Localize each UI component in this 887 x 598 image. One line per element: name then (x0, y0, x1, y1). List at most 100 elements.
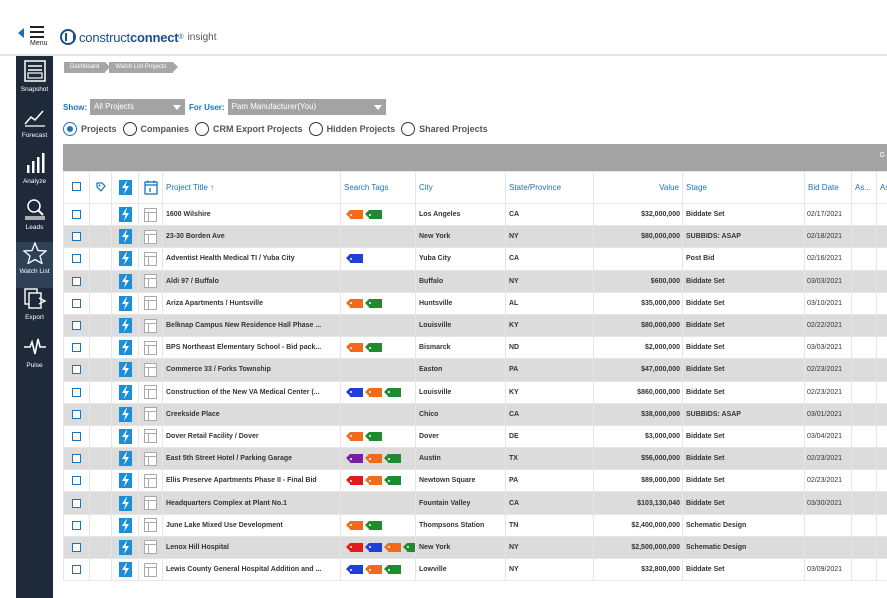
search-tag-icon[interactable] (346, 343, 363, 353)
project-title[interactable]: Commerce 33 / Forks Township (162, 358, 341, 382)
project-title[interactable]: 1600 Wilshire (162, 202, 341, 227)
row-calendar-cell[interactable] (138, 336, 163, 360)
radio-companies[interactable]: Companies (122, 122, 189, 136)
row-select-cell[interactable] (63, 447, 90, 471)
search-tag-icon[interactable] (346, 387, 363, 397)
calendar-icon[interactable] (144, 473, 157, 488)
show-select[interactable]: All Projects (90, 99, 185, 115)
row-lead-cell[interactable] (111, 402, 139, 426)
row-checkbox[interactable] (72, 542, 81, 552)
lead-column-header[interactable] (111, 171, 139, 204)
row-select-cell[interactable] (63, 358, 90, 382)
table-row[interactable]: East 5th Street Hotel / Parking Garage Au… (63, 447, 887, 471)
row-calendar-cell[interactable] (138, 291, 163, 315)
project-title[interactable]: 23-30 Borden Ave (162, 225, 341, 249)
calendar-icon[interactable] (144, 318, 157, 333)
lightning-icon[interactable] (118, 406, 132, 422)
calendar-icon[interactable] (144, 229, 157, 244)
table-row[interactable]: Dover Retail Facility / Dover Dover DE $3,0… (63, 424, 887, 449)
sidebar-item-watch-list[interactable]: Watch List (16, 241, 53, 288)
row-calendar-cell[interactable] (138, 535, 163, 560)
row-lead-cell[interactable] (111, 291, 139, 315)
row-select-cell[interactable] (63, 402, 90, 426)
row-checkbox[interactable] (72, 520, 81, 530)
table-row[interactable]: Headquarters Complex at Plant No.1 Founta… (63, 491, 887, 515)
row-lead-cell[interactable] (111, 513, 139, 537)
calendar-icon[interactable] (144, 385, 157, 400)
row-checkbox[interactable] (72, 409, 81, 419)
row-lead-cell[interactable] (111, 269, 139, 293)
lightning-icon[interactable] (118, 495, 132, 511)
row-tag-cell[interactable] (89, 491, 112, 515)
search-tag-icon[interactable] (365, 454, 382, 464)
table-row[interactable]: Commerce 33 / Forks Township Easton PA $47,… (63, 358, 887, 382)
row-calendar-cell[interactable] (138, 557, 163, 582)
row-calendar-cell[interactable] (138, 225, 163, 249)
project-title[interactable]: Ariza Apartments / Huntsville (162, 291, 341, 315)
radio-projects[interactable]: Projects (63, 122, 117, 136)
search-tag-icon[interactable] (365, 565, 382, 575)
column-header-as[interactable]: As... (851, 171, 877, 204)
row-tag-cell[interactable] (89, 336, 112, 360)
lightning-icon[interactable] (118, 473, 132, 489)
search-tag-icon[interactable] (365, 431, 382, 441)
row-select-cell[interactable] (63, 291, 90, 315)
row-calendar-cell[interactable] (138, 247, 163, 271)
project-title[interactable]: Construction of the New VA Medical Cente… (162, 380, 341, 404)
row-checkbox[interactable] (72, 321, 81, 331)
radio-button[interactable] (308, 122, 323, 136)
lightning-icon[interactable] (118, 428, 132, 444)
breadcrumb-watch-list-projects[interactable]: Watch List Projects (109, 62, 178, 73)
radio-hidden-projects[interactable]: Hidden Projects (308, 122, 395, 136)
table-row[interactable]: Aldi 97 / Buffalo Buffalo NY $600,000 Biddat… (63, 269, 887, 293)
column-header-value[interactable]: Value (593, 171, 683, 204)
calendar-icon[interactable] (144, 207, 157, 222)
row-select-cell[interactable] (63, 225, 90, 249)
row-checkbox[interactable] (72, 254, 81, 264)
search-tag-icon[interactable] (346, 565, 363, 575)
sidebar-item-forecast[interactable]: Forecast (16, 106, 53, 152)
project-title[interactable]: Adventist Health Medical TI / Yuba City (162, 247, 341, 271)
calendar-icon[interactable] (144, 340, 157, 355)
lightning-icon[interactable] (118, 384, 132, 400)
search-tag-icon[interactable] (384, 542, 401, 552)
row-lead-cell[interactable] (111, 313, 139, 338)
calendar-icon[interactable] (144, 429, 157, 444)
row-calendar-cell[interactable] (138, 313, 163, 338)
search-tag-icon[interactable] (365, 520, 382, 530)
table-row[interactable]: Lewis County General Hospital Addition a… (63, 557, 887, 582)
table-row[interactable]: Belknap Campus New Residence Hall Phase … (63, 313, 887, 338)
row-checkbox[interactable] (72, 276, 81, 286)
table-row[interactable]: Construction of the New VA Medical Cente… (63, 380, 887, 404)
row-calendar-cell[interactable] (138, 358, 163, 382)
table-row[interactable]: June Lake Mixed Use Development Thompsons… (63, 513, 887, 537)
row-lead-cell[interactable] (111, 469, 139, 493)
search-tag-icon[interactable] (346, 454, 363, 464)
table-row[interactable]: 23-30 Borden Ave New York NY $80,000,000 SUB… (63, 225, 887, 249)
row-tag-cell[interactable] (89, 225, 112, 249)
lightning-icon[interactable] (118, 451, 132, 467)
row-lead-cell[interactable] (111, 535, 139, 560)
row-select-cell[interactable] (63, 491, 90, 515)
row-checkbox[interactable] (72, 232, 81, 242)
project-title[interactable]: Belknap Campus New Residence Hall Phase … (162, 313, 341, 338)
column-header-as-2[interactable]: As (876, 171, 887, 204)
row-checkbox[interactable] (72, 476, 81, 486)
row-checkbox[interactable] (72, 210, 81, 220)
row-lead-cell[interactable] (111, 447, 139, 471)
calendar-column-header[interactable] (138, 171, 163, 204)
search-tag-icon[interactable] (346, 210, 363, 220)
row-calendar-cell[interactable] (138, 202, 163, 227)
lightning-icon[interactable] (118, 562, 132, 578)
row-checkbox[interactable] (72, 343, 81, 353)
radio-shared-projects[interactable]: Shared Projects (401, 122, 488, 136)
column-header-project-title[interactable]: Project Title ↑ (162, 171, 341, 204)
breadcrumb-dashboard[interactable]: Dashboard (64, 62, 111, 73)
menu-button[interactable]: Menu (18, 24, 54, 50)
row-tag-cell[interactable] (89, 535, 112, 560)
project-title[interactable]: Creekside Place (162, 402, 341, 426)
select-all-checkbox[interactable] (72, 182, 81, 191)
row-tag-cell[interactable] (89, 469, 112, 493)
row-calendar-cell[interactable] (138, 513, 163, 537)
search-tag-icon[interactable] (346, 542, 363, 552)
